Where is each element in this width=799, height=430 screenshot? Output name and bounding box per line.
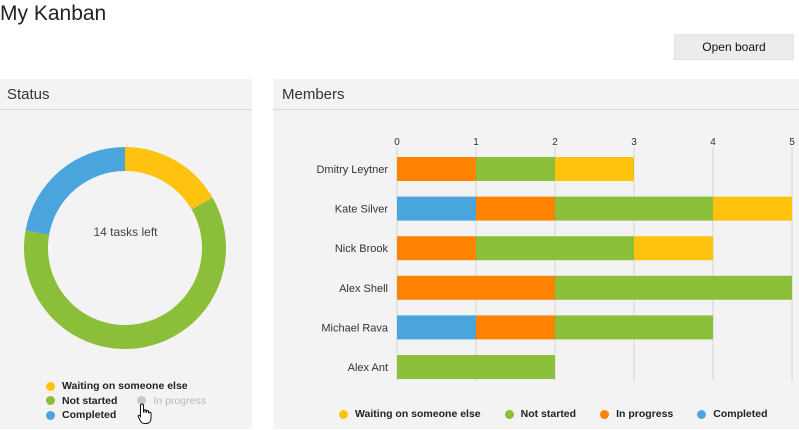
bar-dmitry-leytner-waiting-on-someone-else[interactable]: [555, 157, 634, 181]
members-panel-title: Members: [273, 79, 799, 110]
donut-slice-completed[interactable]: [25, 147, 125, 235]
bar-kate-silver-in-progress[interactable]: [476, 196, 555, 221]
status-legend-completed-swatch: [46, 410, 55, 420]
status-legend-not-started[interactable]: Not started: [46, 394, 117, 409]
status-legend-waiting-swatch: [46, 381, 55, 391]
bar-dmitry-leytner-not-started[interactable]: [476, 157, 555, 181]
bar-alex-shell-in-progress[interactable]: [397, 275, 555, 300]
bar-nick-brook-in-progress[interactable]: [397, 236, 476, 261]
donut-svg: [23, 147, 226, 350]
member-label-alex-ant: Alex Ant: [348, 362, 388, 374]
hand-cursor-icon: [137, 403, 152, 424]
app-title: My Kanban: [0, 2, 107, 25]
status-legend-in-progress-label: In progress: [153, 394, 206, 407]
status-legend-not-started-swatch: [46, 396, 55, 406]
members-legend-in-progress-label: In progress: [616, 408, 674, 421]
bar-nick-brook-waiting-on-someone-else[interactable]: [634, 236, 713, 261]
status-panel: Status 14 tasks left Waiting on someone …: [0, 79, 252, 429]
members-legend-completed[interactable]: Completed: [697, 407, 768, 422]
members-legend-in-progress-swatch: [600, 409, 610, 419]
bar-michael-rava-completed[interactable]: [397, 315, 476, 340]
status-legend-waiting[interactable]: Waiting on someone else: [46, 379, 206, 394]
bar-kate-silver-completed[interactable]: [397, 196, 476, 221]
members-legend-waiting-swatch: [339, 409, 348, 419]
status-legend: Waiting on someone else Not started In p…: [46, 379, 206, 423]
member-label-dmitry-leytner: Dmitry Leytner: [316, 164, 388, 176]
bar-nick-brook-not-started[interactable]: [476, 236, 634, 261]
bar-kate-silver-waiting-on-someone-else[interactable]: [713, 196, 792, 221]
members-panel: Members 0 1 2 3 4 5 Dmitry Leytner Kate Silver N…: [273, 79, 799, 429]
status-panel-title: Status: [0, 79, 252, 110]
bar-kate-silver-not-started[interactable]: [555, 196, 713, 221]
status-legend-completed[interactable]: Completed: [46, 408, 206, 423]
open-board-button[interactable]: Open board: [674, 34, 794, 60]
status-legend-in-progress[interactable]: In progress: [137, 394, 206, 409]
bar-alex-ant-not-started[interactable]: [397, 355, 555, 379]
members-legend-not-started-label: Not started: [520, 408, 577, 421]
members-legend-waiting-label: Waiting on someone else: [355, 408, 481, 421]
members-bar-chart: 0 1 2 3 4 5 Dmitry Leytner Kate Silver Nick Broo…: [316, 137, 795, 381]
bar-michael-rava-in-progress[interactable]: [476, 315, 555, 340]
x-tick-label: 1: [473, 137, 479, 148]
status-legend-in-progress-swatch: [137, 396, 147, 406]
members-legend-waiting[interactable]: Waiting on someone else: [339, 407, 481, 422]
members-legend-not-started-swatch: [504, 409, 514, 419]
donut-slice-not-started[interactable]: [23, 197, 226, 350]
status-legend-completed-label: Completed: [62, 409, 117, 422]
bar-dmitry-leytner-in-progress[interactable]: [397, 157, 476, 181]
member-label-michael-rava: Michael Rava: [321, 322, 389, 334]
status-donut-chart: [0, 109, 252, 369]
x-tick-label: 3: [631, 137, 637, 148]
x-tick-label: 0: [394, 137, 400, 148]
tasks-left-label: 14 tasks left: [93, 225, 158, 239]
donut-slice-waiting-on-someone-else[interactable]: [125, 147, 213, 210]
status-legend-waiting-label: Waiting on someone else: [62, 380, 188, 393]
x-tick-label: 2: [552, 137, 558, 148]
bar-michael-rava-not-started[interactable]: [555, 315, 713, 340]
member-label-kate-silver: Kate Silver: [335, 204, 389, 216]
status-legend-not-started-label: Not started: [62, 394, 118, 407]
members-legend-in-progress[interactable]: In progress: [600, 407, 673, 422]
member-label-alex-shell: Alex Shell: [339, 283, 388, 295]
member-label-nick-brook: Nick Brook: [335, 243, 389, 255]
members-legend: Waiting on someone else Not started In p…: [339, 407, 792, 422]
members-legend-completed-label: Completed: [713, 408, 768, 421]
x-tick-label: 5: [789, 137, 795, 148]
x-tick-label: 4: [710, 137, 716, 148]
bar-alex-shell-not-started[interactable]: [555, 275, 792, 300]
members-legend-not-started[interactable]: Not started: [504, 407, 577, 422]
members-legend-completed-swatch: [697, 409, 707, 419]
